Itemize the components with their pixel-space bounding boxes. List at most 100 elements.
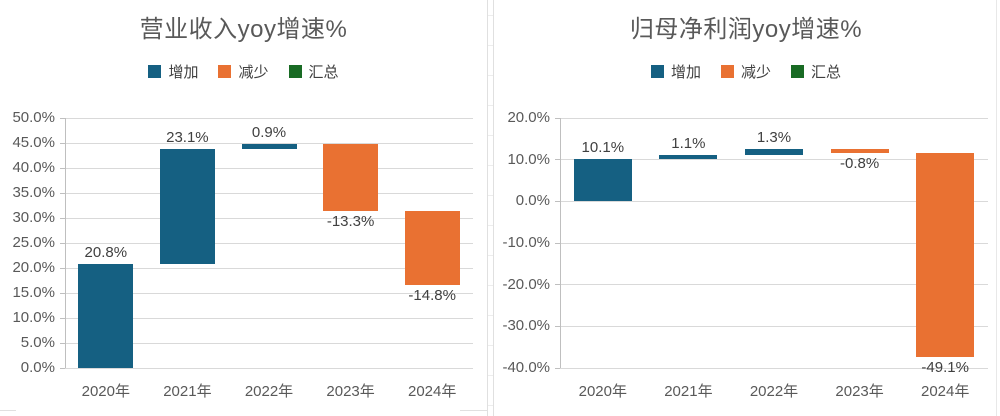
- worksheet-row-line: [488, 285, 493, 286]
- legend-item: 减少: [218, 61, 269, 82]
- worksheet-gridline: [460, 410, 487, 411]
- axis-tick: [555, 325, 560, 327]
- y-axis-label: 30.0%: [12, 209, 55, 226]
- gridline: [65, 267, 473, 269]
- data-label: 10.1%: [581, 139, 625, 157]
- legend-item: 减少: [720, 61, 771, 82]
- legend-item: 汇总: [791, 61, 841, 82]
- y-axis-label: 45.0%: [12, 134, 55, 151]
- axis-tick: [60, 217, 65, 219]
- x-axis-label: 2024年: [921, 383, 970, 400]
- data-label: 0.9%: [251, 124, 287, 141]
- legend-item: 增加: [148, 61, 198, 82]
- x-axis-label: 2022年: [244, 383, 294, 400]
- legend-swatch-icon: [791, 65, 804, 78]
- y-axis-label: 0.0%: [20, 359, 55, 376]
- gridline: [560, 367, 988, 369]
- gridline: [65, 142, 473, 144]
- worksheet-row-line: [488, 345, 493, 346]
- data-label: 1.1%: [671, 134, 706, 152]
- waterfall-bar: [573, 159, 632, 202]
- data-label: -49.1%: [921, 359, 969, 377]
- y-axis-line: [560, 118, 561, 368]
- gridline: [560, 284, 988, 286]
- plot-area: 20.0% 10.0% 0.0% -10.0% -20.0% -30.0% -40.0% 10…: [502, 110, 988, 400]
- legend-label: 增加: [168, 64, 199, 81]
- axis-tick: [60, 242, 65, 244]
- gridline: [65, 117, 473, 119]
- y-axis-label: 10.0%: [507, 150, 550, 168]
- waterfall-bar: [404, 210, 460, 285]
- worksheet-row-line: [488, 195, 493, 196]
- legend-swatch-icon: [650, 65, 664, 78]
- legend-swatch-icon: [218, 65, 232, 78]
- chart-legend: 增加 减少 汇总: [0, 61, 487, 82]
- x-axis-label: 2024年: [408, 383, 457, 400]
- legend-label: 汇总: [308, 64, 339, 81]
- axis-tick: [555, 159, 560, 161]
- y-axis-label: 5.0%: [20, 334, 55, 351]
- x-axis-label: 2020年: [81, 383, 130, 400]
- worksheet-row-line: [488, 15, 493, 16]
- worksheet-row-line: [488, 315, 493, 316]
- axis-tick: [60, 342, 65, 344]
- data-label: 20.8%: [84, 244, 128, 261]
- axis-tick: [60, 192, 65, 194]
- worksheet-row-line: [488, 255, 493, 256]
- gridline: [65, 217, 473, 219]
- x-axis-label: 2021年: [163, 383, 212, 400]
- gridline: [560, 200, 988, 202]
- axis-tick: [555, 242, 560, 244]
- axis-tick: [60, 117, 65, 119]
- gridline: [65, 342, 473, 344]
- legend-label: 减少: [238, 64, 269, 81]
- chart-revenue-yoy: 营业收入yoy增速% 增加 减少 汇总 50.0% 45.0% 40.0% 35.0% 30…: [0, 0, 487, 416]
- data-label: 23.1%: [166, 128, 209, 146]
- legend-label: 汇总: [811, 64, 842, 81]
- y-axis-label: -40.0%: [502, 359, 550, 376]
- x-axis-label: 2023年: [835, 383, 884, 400]
- data-label: -13.3%: [326, 212, 375, 230]
- gridline: [65, 242, 473, 244]
- y-axis-label: 20.0%: [507, 109, 550, 126]
- gridline: [65, 167, 473, 169]
- legend-label: 减少: [740, 64, 771, 81]
- legend-item: 汇总: [288, 61, 339, 82]
- plot-area: 50.0% 45.0% 40.0% 35.0% 30.0% 25.0% 20.0% 15.0%…: [12, 110, 473, 400]
- waterfall-bar: [78, 264, 134, 368]
- y-axis-label: -30.0%: [502, 317, 550, 335]
- worksheet-row-line: [488, 225, 493, 226]
- y-axis-label: 20.0%: [12, 259, 55, 276]
- gridline: [560, 117, 988, 119]
- gridline: [560, 242, 988, 244]
- x-axis-label: 2022年: [749, 383, 799, 400]
- legend-swatch-icon: [288, 65, 302, 78]
- y-axis-label: 25.0%: [12, 234, 55, 251]
- axis-tick: [60, 267, 65, 269]
- worksheet-divider: [487, 0, 494, 416]
- x-axis-label: 2021年: [664, 383, 713, 400]
- x-axis-label: 2023年: [326, 383, 375, 400]
- chart-title: 归母净利润yoy增速%: [629, 16, 863, 43]
- axis-tick: [555, 200, 560, 202]
- gridline: [65, 292, 473, 294]
- y-axis-label: 10.0%: [12, 309, 55, 326]
- waterfall-bar: [830, 149, 889, 153]
- waterfall-bar: [745, 149, 803, 155]
- legend-label: 增加: [670, 64, 701, 81]
- legend-swatch-icon: [720, 65, 734, 78]
- chart-title: 营业收入yoy增速%: [139, 16, 348, 43]
- waterfall-bar: [159, 148, 215, 264]
- axis-tick: [60, 142, 65, 144]
- y-axis-label: -20.0%: [502, 275, 550, 293]
- worksheet-row-line: [488, 75, 493, 76]
- worksheet-gridline: [0, 410, 16, 411]
- y-axis-label: 50.0%: [12, 109, 55, 126]
- worksheet-row-line: [488, 135, 493, 136]
- waterfall-bar: [323, 144, 379, 211]
- gridline: [65, 317, 473, 319]
- worksheet-row-line: [488, 405, 493, 406]
- gridline: [65, 367, 473, 369]
- y-axis-label: 35.0%: [12, 184, 55, 201]
- worksheet-row-line: [488, 105, 493, 106]
